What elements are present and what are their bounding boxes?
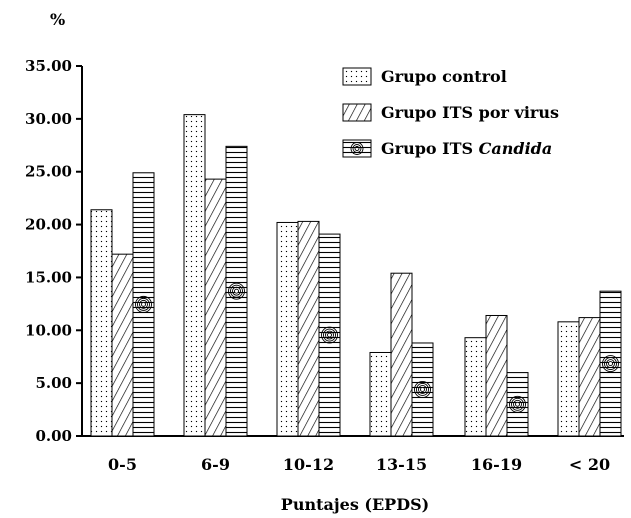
bar-spiral-ring bbox=[228, 282, 245, 300]
y-tick-label: 35.00 bbox=[25, 57, 72, 75]
x-tick-label: < 20 bbox=[569, 455, 610, 474]
bar-spiral-ring bbox=[327, 332, 332, 338]
bar-spiral-ring bbox=[325, 330, 334, 340]
bar-spiral-ring bbox=[513, 399, 522, 409]
bar bbox=[390, 272, 413, 437]
x-tick-label: 13-15 bbox=[376, 455, 427, 474]
bar-spiral-ring bbox=[321, 326, 338, 344]
y-tick-label: 25.00 bbox=[25, 163, 72, 181]
legend-spiral-ring bbox=[352, 144, 362, 153]
x-tick-label: 6-9 bbox=[201, 455, 230, 474]
x-tick-label: 16-19 bbox=[471, 455, 522, 474]
bar-spiral-ring bbox=[137, 297, 150, 311]
bar-spiral-ring bbox=[232, 286, 241, 296]
bar-spiral-ring bbox=[416, 383, 429, 396]
bar-spiral-ring bbox=[602, 355, 619, 373]
bar-spiral-ring bbox=[141, 301, 146, 307]
y-tick-label: 15.00 bbox=[25, 268, 72, 286]
bar bbox=[276, 221, 299, 437]
legend-spiral-ring bbox=[350, 142, 364, 155]
legend-swatch bbox=[342, 67, 372, 86]
bar-spiral-ring bbox=[230, 284, 243, 298]
bar-spiral-ring bbox=[509, 395, 526, 413]
legend: Grupo control Grupo ITS por virus Grupo IT… bbox=[342, 67, 559, 158]
bar-spiral-ring bbox=[418, 385, 427, 394]
x-tick-label: 0-5 bbox=[108, 455, 137, 474]
legend-swatch bbox=[342, 139, 372, 158]
legend-label: Grupo ITS Candida bbox=[381, 139, 552, 158]
bar bbox=[369, 351, 392, 437]
bar bbox=[111, 253, 134, 437]
bar bbox=[578, 317, 601, 437]
x-axis-label: Puntajes (EPDS) bbox=[281, 495, 429, 514]
y-axis-label: % bbox=[50, 10, 65, 29]
x-tick-label: 10-12 bbox=[283, 455, 334, 474]
bar bbox=[204, 178, 227, 437]
bar-spiral-ring bbox=[606, 359, 615, 369]
bar bbox=[297, 220, 320, 437]
bar-spiral-ring bbox=[234, 288, 239, 294]
bar-spiral-ring bbox=[608, 361, 613, 367]
bar-spiral-ring bbox=[323, 328, 336, 342]
bar-spiral-ring bbox=[420, 387, 425, 392]
legend-spiral-ring bbox=[354, 146, 360, 151]
bar-spiral-ring bbox=[139, 299, 148, 309]
bar bbox=[485, 314, 508, 437]
y-tick-label: 0.00 bbox=[35, 427, 72, 445]
bar bbox=[183, 114, 206, 437]
bar-spiral-ring bbox=[414, 381, 431, 398]
plot-area: 0.00 5.00 10.00 15.00 20.00 25.00 30.00 35.00 0-… bbox=[25, 57, 624, 474]
bar bbox=[464, 337, 487, 437]
y-tick-label: 20.00 bbox=[25, 216, 72, 234]
y-tick-label: 30.00 bbox=[25, 110, 72, 128]
bar-spiral-ring bbox=[511, 397, 524, 411]
legend-label: Grupo ITS por virus bbox=[381, 103, 559, 122]
bar-spiral-ring bbox=[604, 357, 617, 371]
bar-spiral-ring bbox=[135, 295, 152, 313]
y-tick-label: 10.00 bbox=[25, 321, 72, 339]
bar bbox=[557, 321, 580, 437]
legend-swatch bbox=[342, 103, 372, 122]
bar bbox=[90, 209, 113, 437]
y-tick-label: 5.00 bbox=[35, 374, 72, 392]
legend-label: Grupo control bbox=[381, 67, 507, 86]
bar-spiral-ring bbox=[515, 401, 520, 407]
